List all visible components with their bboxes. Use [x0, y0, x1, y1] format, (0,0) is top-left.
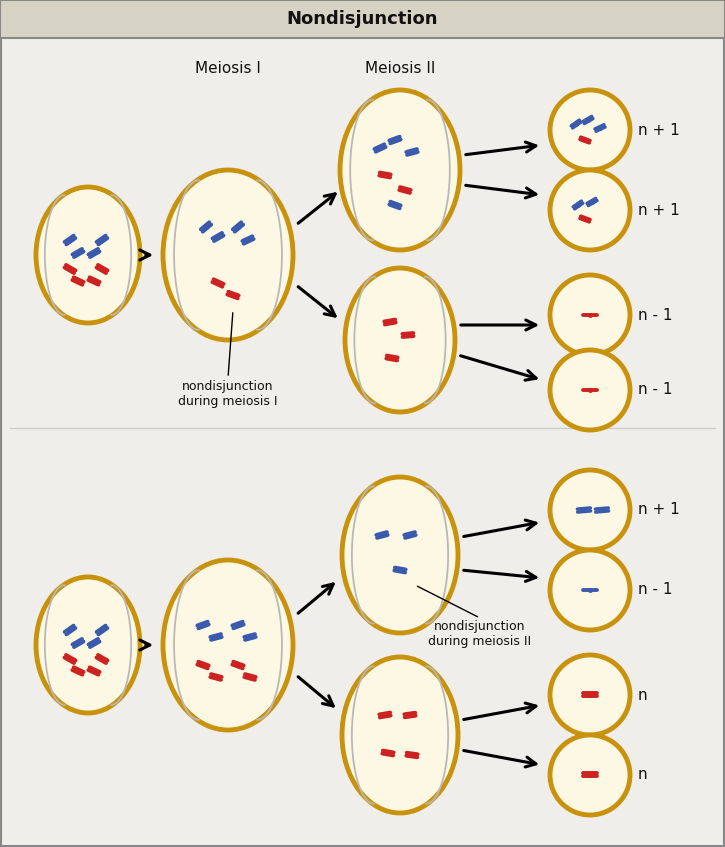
Ellipse shape	[550, 350, 630, 430]
Text: n - 1: n - 1	[638, 383, 673, 397]
Ellipse shape	[163, 560, 293, 730]
Text: nondisjunction
during meiosis II: nondisjunction during meiosis II	[428, 620, 531, 648]
Text: n - 1: n - 1	[638, 307, 673, 323]
Text: nondisjunction
during meiosis I: nondisjunction during meiosis I	[178, 380, 278, 408]
Ellipse shape	[550, 275, 630, 355]
Ellipse shape	[340, 90, 460, 250]
Ellipse shape	[342, 477, 458, 633]
Text: n + 1: n + 1	[638, 202, 680, 218]
Ellipse shape	[36, 187, 140, 323]
Text: n - 1: n - 1	[638, 583, 673, 597]
Text: n: n	[638, 688, 647, 702]
Text: n: n	[638, 767, 647, 783]
Ellipse shape	[345, 268, 455, 412]
Ellipse shape	[36, 577, 140, 713]
Text: n + 1: n + 1	[638, 123, 680, 137]
Ellipse shape	[550, 550, 630, 630]
Ellipse shape	[550, 170, 630, 250]
Ellipse shape	[550, 655, 630, 735]
Ellipse shape	[550, 90, 630, 170]
FancyBboxPatch shape	[0, 0, 725, 38]
Text: Meiosis I: Meiosis I	[195, 60, 261, 75]
Ellipse shape	[550, 470, 630, 550]
Text: Nondisjunction: Nondisjunction	[286, 10, 438, 28]
Ellipse shape	[550, 735, 630, 815]
Text: Meiosis II: Meiosis II	[365, 60, 435, 75]
Ellipse shape	[342, 657, 458, 813]
Text: n + 1: n + 1	[638, 502, 680, 518]
Ellipse shape	[163, 170, 293, 340]
